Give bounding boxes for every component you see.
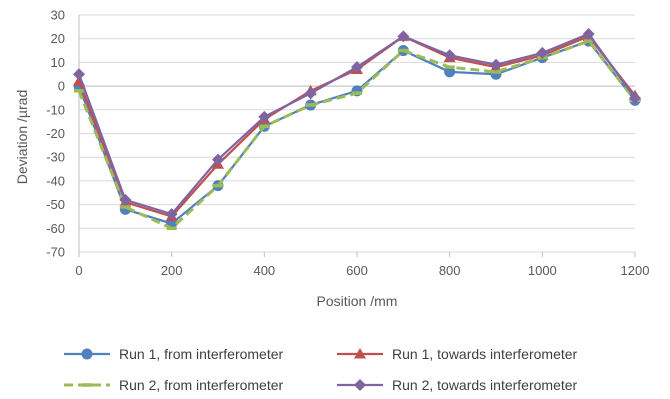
y-tick-label: 20 xyxy=(51,31,65,46)
legend-item: Run 2, towards interferometer xyxy=(337,377,578,393)
data-point xyxy=(444,65,455,69)
data-point xyxy=(491,70,501,74)
legend-marker xyxy=(82,383,92,387)
y-tick-label: -10 xyxy=(46,102,65,117)
data-point xyxy=(305,103,316,107)
data-point xyxy=(490,58,502,71)
data-point xyxy=(74,89,84,93)
data-point xyxy=(304,87,317,100)
y-tick-label: -60 xyxy=(46,221,65,236)
legend-label: Run 1, from interferometer xyxy=(119,346,284,362)
legend-marker xyxy=(354,379,366,391)
series-4 xyxy=(73,27,641,221)
x-axis-ticks: 0 200 400 600 800 1000 1200 xyxy=(75,252,649,278)
data-point xyxy=(352,91,362,95)
y-tick-label: -40 xyxy=(46,173,65,188)
data-point xyxy=(166,226,177,231)
y-tick-label: 0 xyxy=(58,79,65,94)
data-point xyxy=(165,208,178,221)
y-tick-label: 10 xyxy=(51,55,65,70)
y-tick-label: -50 xyxy=(46,197,65,212)
y-axis-ticks: 30 20 10 0 -10 -20 -30 -40 -50 -60 -70 xyxy=(46,8,65,260)
legend: Run 1, from interferometer Run 1, towards… xyxy=(64,346,578,393)
x-tick-label: 1200 xyxy=(621,263,650,278)
data-point xyxy=(398,48,409,53)
data-point xyxy=(397,30,410,43)
data-point xyxy=(212,153,224,166)
legend-label: Run 2, from interferometer xyxy=(119,377,284,393)
data-point xyxy=(259,124,270,129)
y-tick-label: -70 xyxy=(46,245,65,260)
legend-label: Run 1, towards interferometer xyxy=(392,346,578,362)
legend-item: Run 1, from interferometer xyxy=(64,346,284,362)
series-group xyxy=(73,27,641,231)
legend-marker xyxy=(81,348,93,360)
y-tick-label: -20 xyxy=(46,126,65,141)
data-point xyxy=(536,46,549,59)
data-point xyxy=(119,193,132,206)
y-tick-label: -30 xyxy=(46,150,65,165)
y-tick-label: 30 xyxy=(51,8,65,23)
data-point xyxy=(258,110,271,123)
legend-label: Run 2, towards interferometer xyxy=(392,377,578,393)
x-axis-title: Position /mm xyxy=(317,293,398,309)
legend-marker xyxy=(354,348,366,359)
x-tick-label: 800 xyxy=(439,263,461,278)
data-point xyxy=(443,49,456,62)
data-point xyxy=(120,205,131,209)
data-point xyxy=(73,68,85,81)
data-point xyxy=(351,61,363,74)
x-tick-label: 0 xyxy=(75,263,82,278)
y-axis-title: Deviation /µrad xyxy=(14,90,30,184)
series-2 xyxy=(73,30,641,221)
x-tick-label: 200 xyxy=(161,263,183,278)
data-point xyxy=(629,91,641,104)
series-line xyxy=(77,32,636,216)
x-tick-label: 1000 xyxy=(528,263,557,278)
data-point xyxy=(213,183,223,188)
x-tick-label: 600 xyxy=(346,263,368,278)
legend-item: Run 1, towards interferometer xyxy=(337,346,578,362)
data-point xyxy=(583,39,594,43)
legend-item: Run 2, from interferometer xyxy=(64,377,284,393)
x-tick-label: 400 xyxy=(253,263,275,278)
data-point xyxy=(582,27,595,40)
